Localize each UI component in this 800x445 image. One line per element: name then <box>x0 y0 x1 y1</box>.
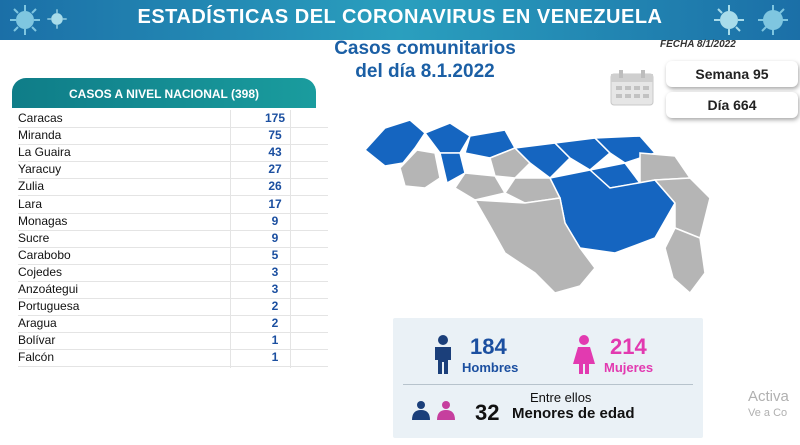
children-icon <box>412 401 455 420</box>
state-name: Lara <box>18 196 43 211</box>
national-cases-title: CASOS A NIVEL NACIONAL (398) <box>12 78 316 108</box>
minors-count: 32 <box>475 400 500 425</box>
men-label: Hombres <box>462 360 519 375</box>
state-row: Yaracuy 27 <box>18 161 328 180</box>
virus-icon <box>47 9 67 29</box>
state-name: Portuguesa <box>18 299 80 314</box>
state-row: Carabobo 5 <box>18 247 328 265</box>
state-name: Falcón <box>18 350 55 365</box>
subtitle-line-1: Casos comunitarios <box>334 38 516 59</box>
header-banner: ESTADÍSTICAS DEL CORONAVIRUS EN VENEZUEL… <box>0 0 800 40</box>
female-icon <box>573 335 595 374</box>
card-divider <box>403 384 693 385</box>
watermark-line-1: Activa <box>748 388 789 405</box>
watermark-line-2: Ve a Co <box>748 407 788 419</box>
state-cases: 75 <box>268 128 282 143</box>
state-cases: 26 <box>268 179 282 194</box>
state-row: Monagas 9 <box>18 213 328 231</box>
state-row: Bolívar 1 <box>18 332 328 351</box>
state-name: Carabobo <box>18 247 71 262</box>
state-name: Bolívar <box>18 333 56 348</box>
state-cases: 3 <box>271 264 279 279</box>
state-name: Yaracuy <box>18 162 62 177</box>
state-cases: 175 <box>264 111 286 125</box>
date-label: FECHA 8/1/2022 <box>660 39 736 50</box>
state-name: Monagas <box>18 213 68 228</box>
state-cases: 43 <box>268 145 282 160</box>
virus-icon <box>758 5 788 35</box>
state-cases: 9 <box>271 230 279 245</box>
page-title: ESTADÍSTICAS DEL CORONAVIRUS EN VENEZUEL… <box>137 6 663 28</box>
state-cases: 1 <box>271 350 279 365</box>
state-row: Aragua 2 <box>18 315 328 334</box>
women-label: Mujeres <box>604 360 654 375</box>
subtitle-line-2: del día 8.1.2022 <box>355 61 495 82</box>
minors-label: Menores de edad <box>512 405 635 422</box>
state-row: Anzoátegui 3 <box>18 281 328 299</box>
women-count: 214 <box>610 334 647 359</box>
state-cases: 2 <box>271 316 279 331</box>
table-divider <box>230 110 231 368</box>
minors-intro: Entre ellos <box>530 390 592 405</box>
table-divider <box>290 110 291 368</box>
state-name: La Guaira <box>18 145 71 160</box>
state-row: Falcón 1 <box>18 349 328 368</box>
state-name: Miranda <box>18 128 62 143</box>
day-badge: Día 664 <box>666 92 798 118</box>
state-cases: 2 <box>271 299 279 314</box>
state-row: La Guaira 43 <box>18 144 328 163</box>
state-cases: 1 <box>271 333 279 348</box>
state-cases: 17 <box>268 196 282 211</box>
state-cases: 9 <box>271 213 279 228</box>
virus-icon <box>10 5 40 35</box>
state-name: Zulia <box>18 179 45 194</box>
state-row: Sucre 9 <box>18 230 328 248</box>
men-count: 184 <box>470 334 507 359</box>
state-row: Lara 17 <box>18 196 328 214</box>
state-row: Cojedes 3 <box>18 264 328 282</box>
male-icon <box>435 335 451 374</box>
national-cases-panel: CASOS A NIVEL NACIONAL (398) <box>12 78 320 368</box>
calendar-icon <box>610 70 654 106</box>
state-cases: 27 <box>268 162 282 177</box>
state-row: Miranda 75 <box>18 127 328 146</box>
state-cases: 3 <box>271 282 279 296</box>
state-row: Caracas 175 <box>18 110 328 128</box>
state-row: Portuguesa 2 <box>18 298 328 317</box>
state-name: Caracas <box>18 111 63 125</box>
state-name: Cojedes <box>18 264 63 279</box>
virus-icon <box>714 5 744 35</box>
state-name: Aragua <box>18 316 57 331</box>
state-cases: 5 <box>271 247 279 262</box>
state-name: Sucre <box>18 230 50 245</box>
venezuela-map <box>363 119 711 295</box>
state-row: Zulia 26 <box>18 178 328 197</box>
week-badge: Semana 95 <box>666 61 798 87</box>
state-name: Anzoátegui <box>18 282 79 296</box>
